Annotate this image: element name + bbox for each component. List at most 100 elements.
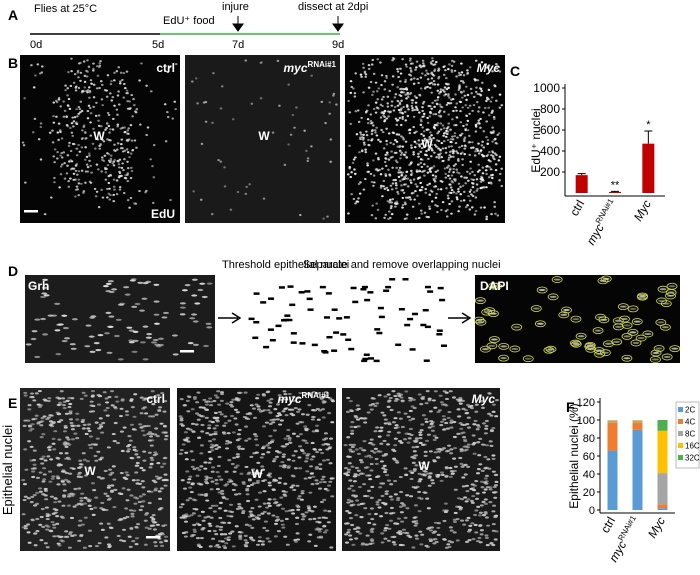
- nucleus: [406, 415, 411, 418]
- nucleus: [247, 479, 252, 482]
- nucleus: [364, 75, 368, 78]
- nucleus: [59, 419, 64, 422]
- nucleus: [94, 147, 97, 150]
- nucleus: [350, 286, 357, 290]
- nucleus: [450, 200, 454, 203]
- nucleus: [267, 446, 272, 449]
- nucleus: [453, 179, 457, 182]
- nucleus: [376, 98, 380, 101]
- nucleus: [355, 499, 360, 502]
- nucleus: [396, 145, 400, 148]
- nucleus: [49, 458, 54, 461]
- nucleus: [188, 497, 193, 500]
- nucleus: [446, 194, 450, 197]
- nucleus: [265, 529, 270, 532]
- nucleus: [60, 163, 64, 166]
- nucleus: [66, 154, 70, 157]
- nucleus: [152, 176, 156, 179]
- nucleus: [426, 527, 431, 530]
- nucleus: [229, 480, 234, 483]
- nucleus: [30, 64, 33, 67]
- nucleus: [442, 134, 445, 137]
- nucleus: [295, 106, 298, 109]
- nucleus: [439, 88, 443, 91]
- nucleus: [452, 155, 455, 158]
- nucleus: [100, 188, 103, 191]
- nucleus: [139, 412, 144, 415]
- nucleus: [408, 59, 412, 62]
- nucleus: [41, 480, 46, 483]
- nucleus: [75, 185, 79, 188]
- nucleus: [460, 132, 464, 135]
- nucleus: [80, 137, 84, 141]
- nucleus: [424, 191, 428, 194]
- nucleus: [47, 397, 52, 400]
- nucleus: [158, 406, 163, 409]
- nucleus: [415, 96, 418, 99]
- nucleus: [366, 411, 371, 414]
- step-label: Threshold epithelial nuclei: [222, 259, 349, 271]
- nucleus: [269, 338, 276, 342]
- nucleus: [65, 535, 70, 538]
- nucleus: [69, 177, 72, 180]
- nucleus: [174, 62, 178, 66]
- nucleus: [29, 459, 34, 462]
- nucleus: [491, 426, 496, 430]
- nucleus: [494, 514, 499, 517]
- nucleus: [390, 204, 393, 208]
- nucleus: [179, 417, 184, 420]
- nucleus: [76, 115, 79, 118]
- nucleus: [455, 102, 459, 105]
- nucleus: [392, 449, 397, 453]
- nucleus: [121, 162, 124, 165]
- nucleus: [392, 543, 397, 546]
- nucleus: [476, 92, 479, 96]
- outline: [530, 305, 542, 312]
- nucleus: [409, 198, 413, 201]
- nucleus: [405, 507, 410, 510]
- nucleus: [41, 65, 44, 68]
- nucleus: [39, 158, 43, 161]
- nucleus: [473, 174, 477, 177]
- nucleus: [547, 348, 555, 351]
- outline: [666, 282, 678, 290]
- nucleus: [348, 166, 352, 169]
- nucleus: [400, 107, 403, 110]
- nucleus: [355, 526, 360, 529]
- nucleus: [410, 77, 413, 81]
- nucleus: [455, 168, 458, 171]
- nucleus: [302, 452, 307, 455]
- nucleus: [382, 185, 385, 188]
- nucleus: [468, 141, 472, 144]
- nucleus: [412, 125, 415, 129]
- nucleus: [370, 530, 375, 533]
- nucleus: [261, 479, 266, 483]
- nucleus: [191, 430, 196, 433]
- nucleus: [459, 462, 464, 466]
- nucleus: [237, 437, 242, 440]
- nucleus: [53, 161, 56, 164]
- nucleus: [391, 166, 394, 169]
- nucleus: [419, 76, 423, 79]
- nucleus: [217, 158, 220, 162]
- nucleus: [472, 190, 476, 194]
- nucleus: [494, 168, 498, 172]
- nucleus: [112, 178, 116, 181]
- nucleus: [33, 117, 37, 120]
- nucleus: [369, 119, 373, 123]
- nucleus: [456, 198, 459, 201]
- nucleus: [472, 441, 477, 445]
- nucleus: [422, 308, 429, 312]
- nucleus: [87, 504, 92, 507]
- nucleus: [430, 425, 435, 428]
- nucleus: [130, 278, 137, 281]
- nucleus: [383, 216, 386, 219]
- nucleus: [192, 190, 196, 193]
- nucleus: [152, 144, 156, 147]
- nucleus: [213, 432, 218, 436]
- nucleus: [22, 424, 27, 427]
- nucleus: [448, 191, 451, 194]
- nucleus: [125, 413, 130, 417]
- nucleus: [404, 151, 408, 154]
- nucleus: [461, 106, 465, 109]
